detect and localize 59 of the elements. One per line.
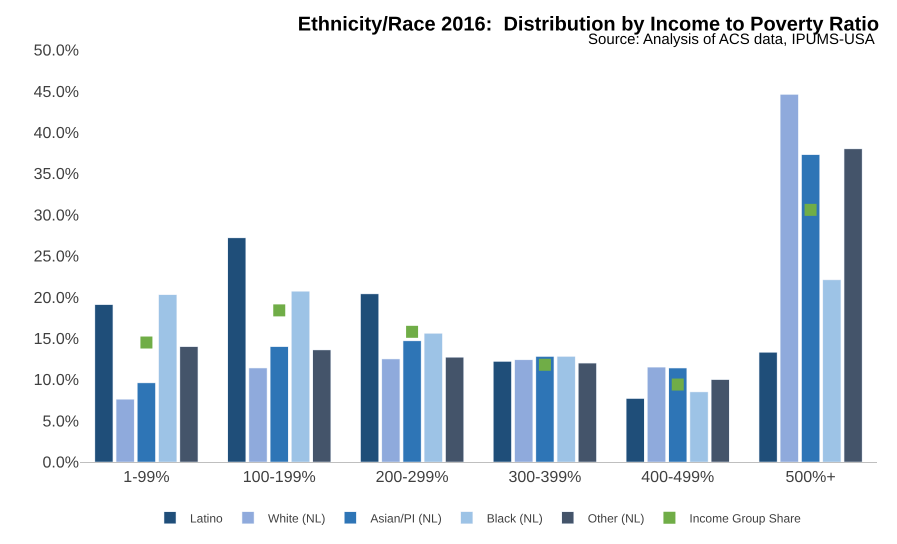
bar <box>227 238 246 462</box>
point <box>406 326 418 338</box>
bar <box>116 399 134 462</box>
y-tick-label: 5.0% <box>42 413 79 430</box>
bar <box>556 356 576 462</box>
x-tick-label: 300-399% <box>508 469 582 486</box>
y-tick-label: 15.0% <box>34 331 79 348</box>
legend-label: Latino <box>190 511 224 526</box>
bar <box>758 352 778 462</box>
bar <box>270 346 289 462</box>
bar <box>382 358 400 462</box>
bar <box>626 398 645 462</box>
bar <box>94 304 114 462</box>
y-tick-label: 50.0% <box>34 42 79 60</box>
point <box>273 304 286 316</box>
y-tick-label: 45.0% <box>34 84 79 101</box>
x-tick-label: 1-99% <box>123 469 170 486</box>
y-tick-label: 20.0% <box>34 290 79 307</box>
y-tick-label: 30.0% <box>34 207 79 224</box>
legend-label: Black (NL) <box>486 511 543 526</box>
bar <box>822 280 842 462</box>
y-tick-label: 40.0% <box>34 125 79 142</box>
bar <box>844 148 862 462</box>
bar <box>180 346 198 462</box>
y-tick-label: 0.0% <box>42 454 79 472</box>
bar <box>710 379 730 462</box>
bar <box>291 291 310 462</box>
x-tick-label: 100-199% <box>242 469 316 486</box>
x-tick-label: 200-299% <box>376 469 449 486</box>
bar <box>158 294 177 462</box>
y-tick-label: 25.0% <box>34 248 79 266</box>
bar <box>445 357 464 462</box>
y-tick-label: 10.0% <box>34 372 79 390</box>
bar <box>137 382 156 462</box>
bar <box>402 340 422 462</box>
point <box>672 378 684 391</box>
x-tick-label: 400-499% <box>641 469 714 486</box>
bar <box>668 368 688 462</box>
y-tick-label: 35.0% <box>34 166 79 184</box>
bar <box>248 368 268 462</box>
bar <box>514 360 533 462</box>
bar <box>780 94 799 462</box>
bar <box>312 350 332 462</box>
point <box>140 336 152 349</box>
legend-label: White (NL) <box>268 511 326 526</box>
bar <box>690 392 708 462</box>
bar <box>578 362 597 462</box>
x-tick-label: 500%+ <box>785 469 836 486</box>
bar <box>647 366 666 462</box>
legend-label: Asian/PI (NL) <box>370 511 442 526</box>
point <box>804 204 817 216</box>
bar <box>424 333 443 462</box>
bar <box>801 154 820 462</box>
legend-label: Income Group Share <box>689 511 802 526</box>
bar <box>536 356 554 462</box>
bar <box>493 361 512 462</box>
bar <box>360 294 379 462</box>
point <box>538 358 551 371</box>
legend-label: Other (NL) <box>588 511 644 526</box>
